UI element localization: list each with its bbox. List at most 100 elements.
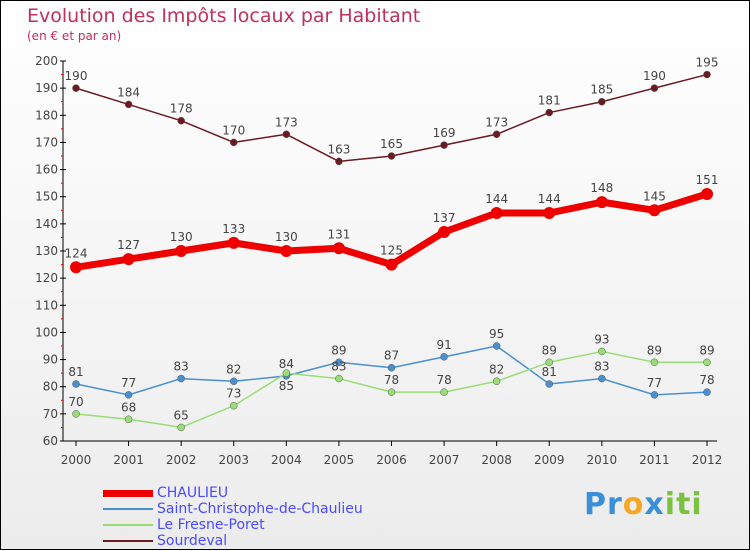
x-tick-label: 2008	[481, 453, 512, 467]
y-tick-label: 90	[43, 353, 58, 367]
data-point	[230, 138, 238, 147]
y-tick-label: 80	[43, 380, 58, 394]
y-tick-label: 200	[35, 54, 58, 68]
data-label: 83	[594, 360, 609, 374]
data-point	[177, 116, 185, 125]
data-point	[648, 204, 661, 217]
legend-swatch	[103, 524, 153, 526]
y-tick-label: 160	[35, 163, 58, 177]
x-tick-label: 2006	[376, 453, 407, 467]
data-point	[650, 84, 659, 92]
data-point	[595, 196, 608, 209]
y-tick-label: 140	[35, 217, 58, 231]
x-tick-label: 2002	[166, 453, 197, 467]
data-point	[703, 388, 711, 396]
x-tick-label: 2000	[61, 453, 92, 467]
data-label: 83	[174, 360, 189, 374]
y-tick-label: 180	[35, 108, 58, 122]
data-label: 195	[696, 56, 719, 70]
x-tick-label: 2011	[639, 453, 670, 467]
y-tick-label: 170	[35, 135, 58, 149]
data-label: 68	[121, 400, 136, 414]
data-label: 65	[174, 408, 189, 422]
x-tick-label: 2005	[324, 453, 355, 467]
data-label: 190	[65, 69, 88, 83]
y-tick-label: 190	[35, 81, 58, 95]
x-tick-label: 2007	[429, 453, 460, 467]
legend-swatch	[103, 489, 153, 497]
data-label: 184	[117, 85, 140, 99]
data-point	[545, 108, 553, 117]
data-label: 130	[170, 230, 193, 244]
data-label: 87	[384, 349, 399, 363]
data-point	[122, 253, 135, 266]
data-label: 131	[327, 227, 350, 241]
data-point	[282, 369, 291, 377]
legend-label: Le Fresne-Poret	[157, 517, 265, 533]
data-point	[598, 347, 606, 356]
data-point	[387, 152, 396, 160]
data-label: 78	[699, 373, 714, 387]
data-point	[385, 258, 398, 271]
data-point	[280, 245, 293, 257]
data-label: 78	[436, 373, 451, 387]
data-point	[440, 388, 448, 396]
data-point	[543, 207, 556, 219]
proxiti-logo: Proxiti	[584, 487, 703, 522]
data-label: 70	[68, 395, 83, 409]
data-point	[230, 377, 238, 386]
data-point	[598, 97, 606, 106]
data-label: 173	[485, 115, 508, 129]
data-label: 178	[170, 102, 193, 116]
data-label: 165	[380, 137, 403, 151]
data-label: 95	[489, 327, 504, 341]
chart-title: Evolution des Impôts locaux par Habitant	[27, 5, 421, 27]
y-tick-label: 110	[35, 298, 58, 312]
data-label: 93	[594, 332, 609, 346]
data-label: 125	[380, 244, 403, 258]
data-point	[175, 245, 188, 257]
data-label: 130	[275, 230, 298, 244]
data-point	[387, 363, 396, 372]
data-label: 77	[121, 376, 136, 390]
data-point	[703, 358, 711, 367]
legend-item-saint-christophe: Saint-Christophe-de-Chaulieu	[103, 501, 363, 517]
data-point	[335, 358, 343, 367]
data-point	[440, 353, 448, 361]
data-label: 82	[226, 362, 241, 376]
data-point	[227, 236, 240, 249]
x-tick-label: 2009	[534, 453, 565, 467]
data-label: 124	[65, 246, 88, 260]
data-label: 185	[590, 83, 613, 97]
data-point	[177, 374, 185, 383]
data-label: 73	[226, 387, 241, 401]
data-label: 77	[647, 376, 662, 390]
data-point	[440, 141, 448, 149]
data-point	[490, 207, 503, 219]
data-label: 85	[279, 379, 294, 393]
data-label: 82	[489, 362, 504, 376]
data-label: 170	[222, 123, 245, 137]
data-label: 144	[538, 192, 561, 206]
legend-label: Sourdeval	[157, 533, 228, 549]
data-point	[492, 130, 501, 139]
data-point	[124, 415, 133, 424]
data-point	[335, 374, 343, 383]
x-tick-label: 2010	[587, 453, 618, 467]
data-point	[650, 358, 659, 367]
x-tick-label: 2004	[271, 453, 302, 467]
data-label: 83	[331, 360, 346, 374]
data-point	[72, 380, 80, 388]
data-point	[335, 157, 343, 166]
y-tick-label: 60	[43, 434, 58, 448]
data-label: 148	[590, 181, 613, 195]
data-point	[282, 130, 291, 139]
data-label: 181	[538, 94, 561, 108]
data-label: 89	[331, 343, 346, 357]
legend-label: Saint-Christophe-de-Chaulieu	[157, 501, 363, 517]
x-tick-label: 2012	[692, 453, 723, 467]
data-label: 81	[542, 365, 557, 379]
data-point	[438, 226, 451, 238]
y-tick-label: 100	[35, 325, 58, 339]
